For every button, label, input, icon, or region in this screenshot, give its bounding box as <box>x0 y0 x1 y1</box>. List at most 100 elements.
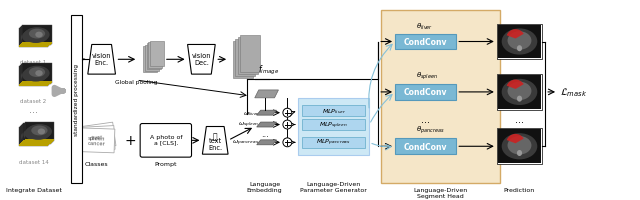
Ellipse shape <box>32 35 39 41</box>
Bar <box>241 35 260 73</box>
Wedge shape <box>507 134 524 144</box>
FancyBboxPatch shape <box>140 124 191 157</box>
Bar <box>20 144 49 146</box>
Text: +: + <box>124 134 136 148</box>
Bar <box>497 25 542 60</box>
Bar <box>22 64 52 84</box>
Ellipse shape <box>32 134 39 140</box>
Bar <box>498 76 541 109</box>
Bar <box>302 119 365 130</box>
Bar <box>24 141 53 143</box>
Text: Language-Driven
Parameter Generator: Language-Driven Parameter Generator <box>300 181 367 192</box>
Text: $\omega_{pancreas}$: $\omega_{pancreas}$ <box>232 138 260 147</box>
Bar <box>381 11 500 183</box>
Text: ...: ... <box>260 129 269 138</box>
Bar <box>24 122 54 142</box>
Bar <box>19 85 48 87</box>
Bar <box>79 128 115 153</box>
Ellipse shape <box>28 129 44 139</box>
Text: $\mathcal{L}_{mask}$: $\mathcal{L}_{mask}$ <box>560 86 588 99</box>
Ellipse shape <box>28 69 44 79</box>
Ellipse shape <box>34 132 42 138</box>
Ellipse shape <box>31 126 47 136</box>
Ellipse shape <box>34 72 42 78</box>
Ellipse shape <box>35 131 43 137</box>
Bar <box>302 106 365 117</box>
Ellipse shape <box>33 73 40 79</box>
Ellipse shape <box>27 124 52 139</box>
Text: $\theta_{spleen}$: $\theta_{spleen}$ <box>416 70 438 82</box>
Bar <box>395 85 456 100</box>
Bar <box>22 82 52 84</box>
Text: vision
Dec.: vision Dec. <box>191 53 211 65</box>
Bar <box>21 83 51 85</box>
Circle shape <box>283 120 292 129</box>
Bar <box>22 142 52 144</box>
Ellipse shape <box>28 30 44 40</box>
Bar <box>20 28 49 47</box>
Text: CondConv: CondConv <box>404 38 447 47</box>
Ellipse shape <box>517 96 522 102</box>
Bar <box>19 46 48 48</box>
Ellipse shape <box>22 68 47 83</box>
Wedge shape <box>507 30 524 39</box>
Ellipse shape <box>34 33 42 39</box>
Bar <box>395 139 456 154</box>
Ellipse shape <box>23 67 49 82</box>
Bar <box>21 125 51 145</box>
Ellipse shape <box>24 28 50 43</box>
Bar <box>20 66 49 86</box>
Bar <box>20 45 49 47</box>
Bar <box>19 29 48 48</box>
Text: $MLP_{spleen}$: $MLP_{spleen}$ <box>319 120 348 130</box>
Text: dataset 1: dataset 1 <box>20 60 47 65</box>
Ellipse shape <box>502 79 538 105</box>
Polygon shape <box>88 45 115 75</box>
Text: A photo of
a [CLS].: A photo of a [CLS]. <box>150 134 182 145</box>
Text: Prediction: Prediction <box>504 187 535 192</box>
Ellipse shape <box>26 70 43 80</box>
Text: $\omega_{liver}$: $\omega_{liver}$ <box>243 109 260 117</box>
Bar <box>145 46 159 71</box>
Ellipse shape <box>22 30 47 45</box>
Text: text
Enc.: text Enc. <box>208 137 222 150</box>
Text: Language-Driven
Segment Head: Language-Driven Segment Head <box>413 187 468 198</box>
Ellipse shape <box>29 30 45 39</box>
Text: ...: ... <box>421 115 430 124</box>
Bar <box>302 137 365 148</box>
Text: standardized processing: standardized processing <box>74 64 79 135</box>
Bar <box>20 84 49 86</box>
Bar <box>19 127 48 147</box>
Bar <box>236 39 255 77</box>
Ellipse shape <box>35 32 43 38</box>
Bar <box>24 123 53 143</box>
Bar <box>21 65 51 85</box>
Bar <box>19 145 48 147</box>
Circle shape <box>283 138 292 147</box>
Ellipse shape <box>21 31 46 46</box>
Ellipse shape <box>26 131 42 141</box>
Bar <box>498 130 541 163</box>
Bar <box>395 34 456 50</box>
Bar <box>143 47 157 73</box>
Polygon shape <box>202 127 228 154</box>
Bar <box>19 67 48 87</box>
Bar <box>498 26 541 59</box>
Ellipse shape <box>23 127 49 142</box>
Bar <box>148 43 163 68</box>
Ellipse shape <box>22 128 47 143</box>
Polygon shape <box>257 140 276 145</box>
Ellipse shape <box>38 129 45 135</box>
Text: spleen
cancer: spleen cancer <box>88 135 106 146</box>
Ellipse shape <box>517 46 522 52</box>
Wedge shape <box>507 80 524 89</box>
Text: CondConv: CondConv <box>404 142 447 151</box>
Polygon shape <box>255 90 278 98</box>
Bar <box>22 124 52 144</box>
Text: Classes: Classes <box>85 161 109 166</box>
Text: ...: ... <box>29 104 38 114</box>
Text: liver: liver <box>91 133 103 140</box>
Ellipse shape <box>26 130 43 140</box>
Ellipse shape <box>517 150 522 156</box>
Bar <box>21 27 51 46</box>
